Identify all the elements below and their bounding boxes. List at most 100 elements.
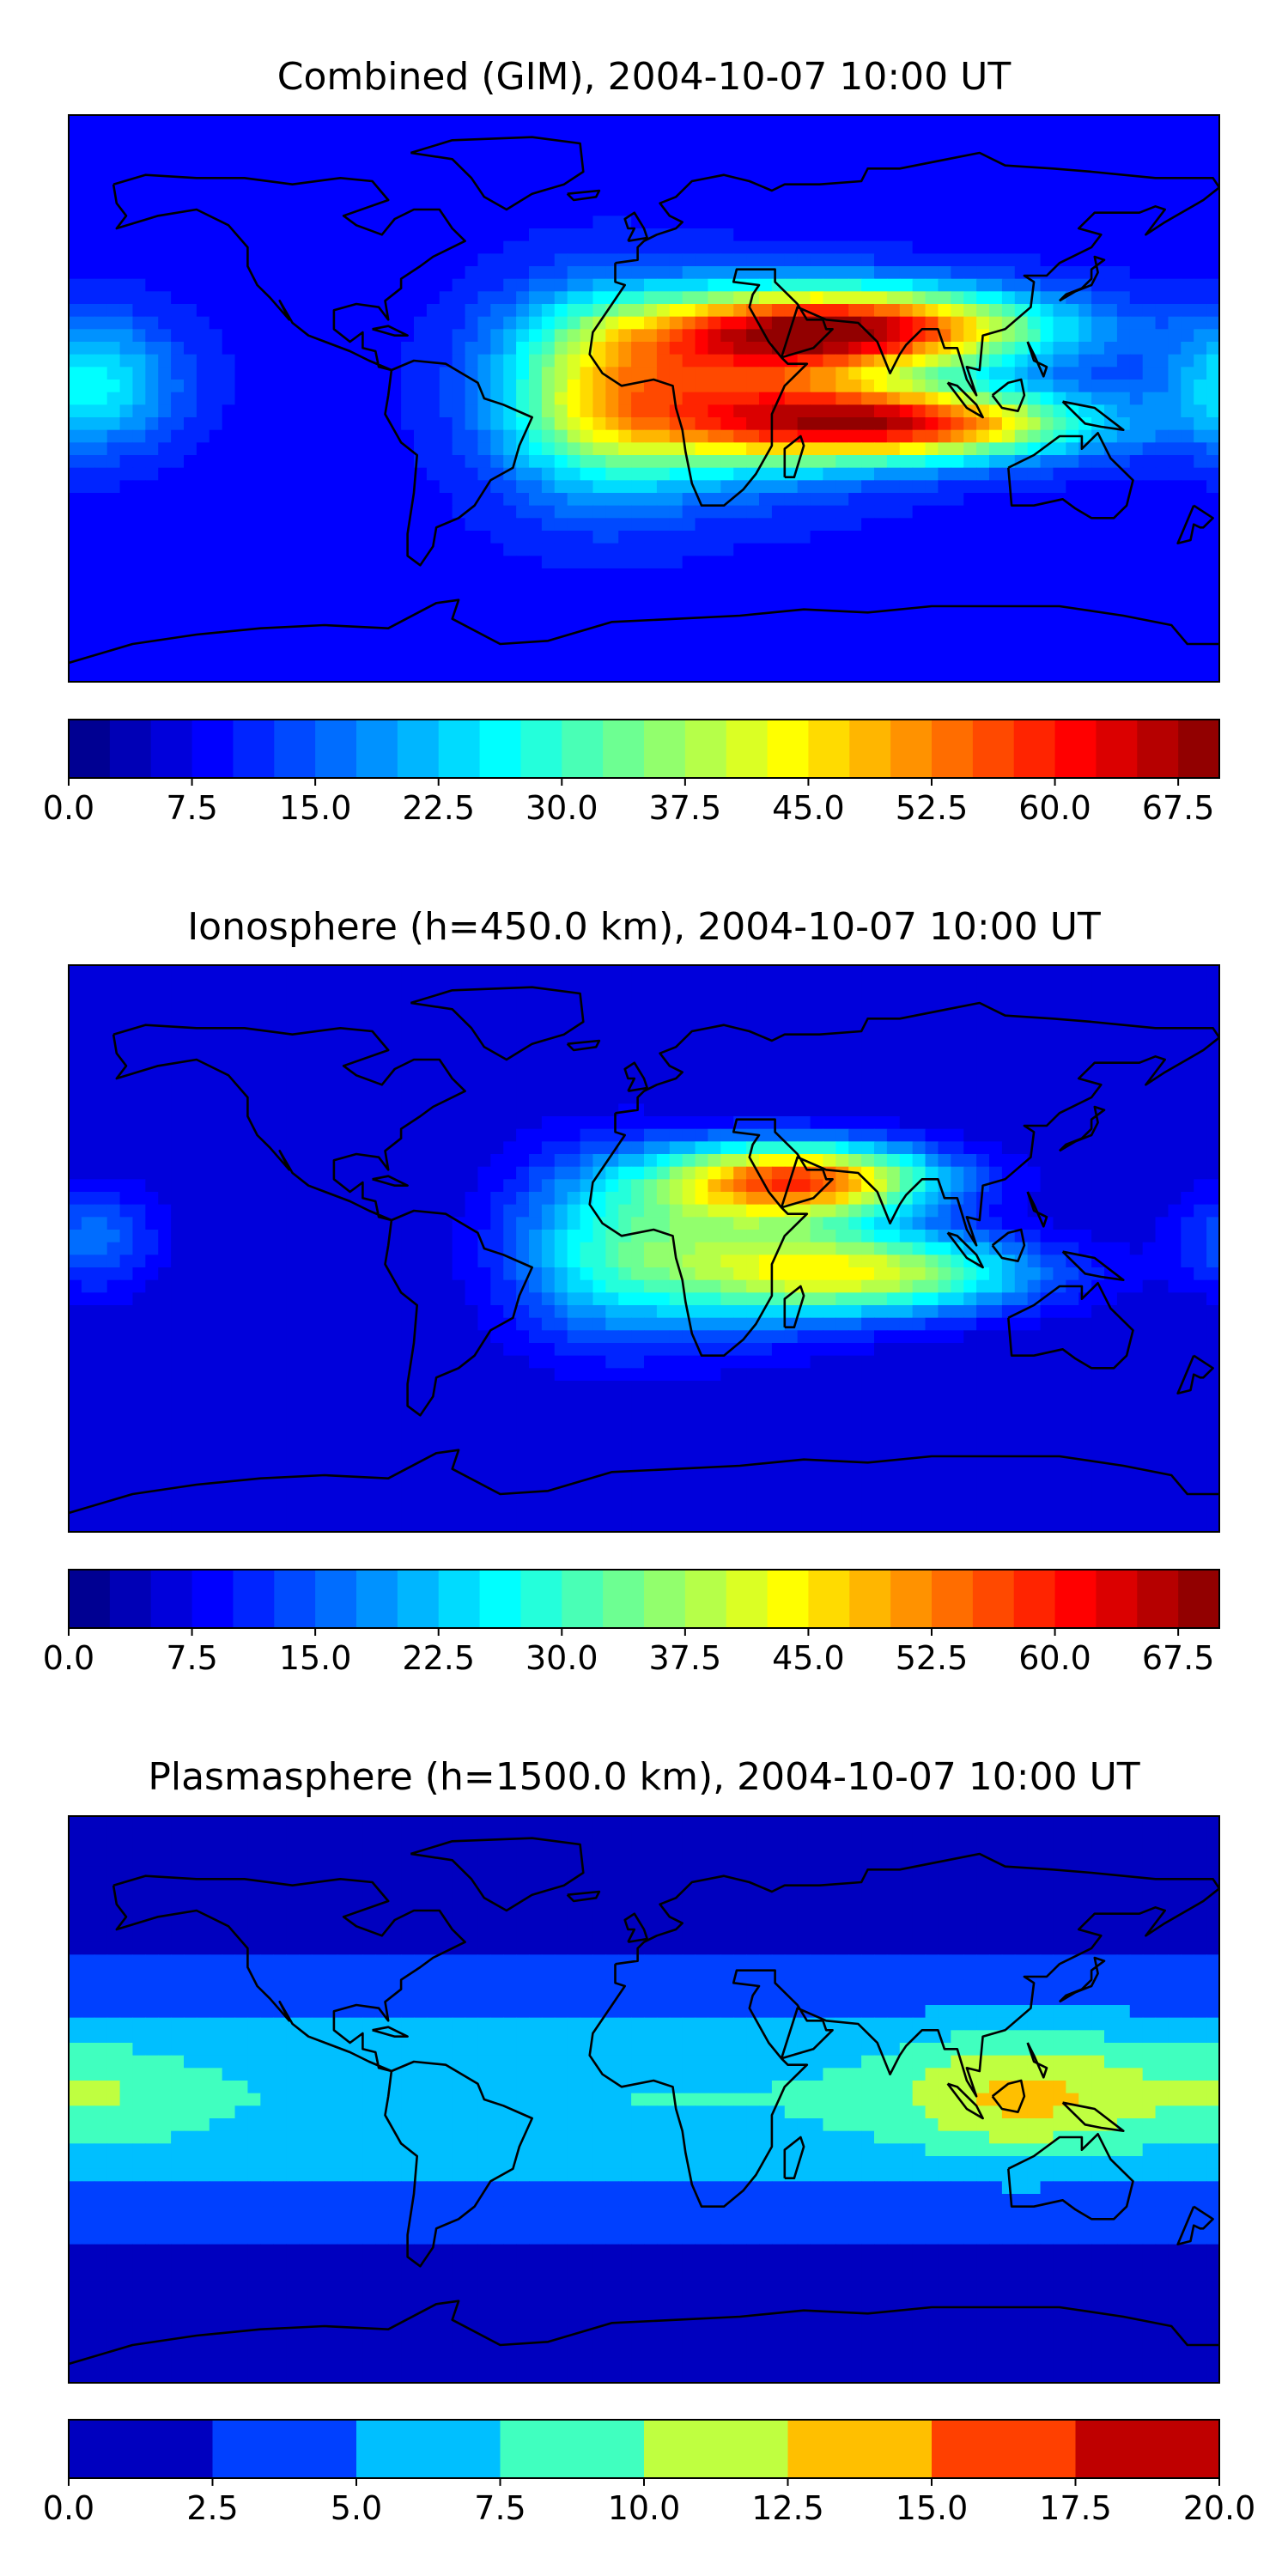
heatmap-cell [938, 455, 951, 469]
heatmap-cell [388, 1078, 402, 1092]
heatmap-cell [938, 1015, 951, 1029]
heatmap-cell [886, 367, 901, 380]
heatmap-cell [708, 127, 721, 141]
heatmap-cell [580, 240, 594, 254]
heatmap-cell [963, 266, 977, 280]
heatmap-cell [439, 392, 453, 405]
heatmap-cell [835, 1015, 849, 1029]
heatmap-cell [1027, 1003, 1042, 1017]
heatmap-cell [1066, 417, 1079, 431]
heatmap-cell [708, 178, 721, 191]
heatmap-cell [324, 392, 338, 405]
heatmap-cell [1181, 278, 1194, 292]
heatmap-cell [516, 618, 530, 632]
heatmap-cell [1078, 990, 1092, 1004]
heatmap-cell [337, 203, 351, 216]
heatmap-cell [592, 467, 606, 481]
heatmap-cell [989, 977, 1003, 991]
heatmap-cell [1053, 127, 1066, 141]
heatmap-cell [375, 480, 389, 494]
heatmap-cell [835, 417, 849, 431]
heatmap-cell [1066, 518, 1079, 532]
heatmap-cell [286, 266, 300, 280]
heatmap-cell [644, 342, 658, 355]
heatmap-cell [247, 965, 261, 979]
heatmap-cell [925, 291, 939, 305]
heatmap-cell [1155, 165, 1170, 179]
heatmap-cell [311, 1078, 325, 1092]
heatmap-cell [196, 429, 210, 443]
heatmap-cell [823, 367, 836, 380]
heatmap-cell [184, 1003, 197, 1017]
heatmap-cell [260, 228, 274, 242]
heatmap-cell [746, 228, 760, 242]
heatmap-cell [823, 442, 836, 456]
heatmap-cell [94, 417, 108, 431]
heatmap-cell [810, 1003, 824, 1017]
heatmap-cell [541, 329, 556, 343]
heatmap-cell [465, 580, 479, 594]
heatmap-cell [1116, 165, 1131, 179]
heatmap-cell [810, 216, 824, 229]
heatmap-cell [899, 342, 914, 355]
heatmap-cell [1078, 518, 1092, 532]
heatmap-cell [784, 556, 799, 569]
heatmap-cell [1014, 669, 1029, 682]
heatmap-cell [938, 404, 951, 418]
heatmap-cell [669, 178, 683, 191]
heatmap-cell [1194, 1015, 1207, 1029]
heatmap-cell [669, 304, 683, 318]
heatmap-cell [835, 380, 849, 393]
heatmap-cell [771, 518, 786, 532]
heatmap-cell [976, 1041, 990, 1054]
heatmap-cell [541, 153, 556, 167]
heatmap-cell [823, 1003, 836, 1017]
heatmap-cell [1129, 505, 1144, 519]
heatmap-cell [554, 304, 568, 318]
heatmap-cell [477, 153, 491, 167]
heatmap-cell [644, 656, 658, 670]
heatmap-cell [951, 291, 964, 305]
heatmap-cell [823, 329, 836, 343]
heatmap-cell [644, 127, 658, 141]
heatmap-cell [886, 493, 901, 507]
heatmap-cell [401, 429, 415, 443]
heatmap-cell [362, 531, 376, 544]
heatmap-cell [899, 1003, 914, 1017]
heatmap-cell [247, 593, 261, 607]
heatmap-cell [1104, 480, 1118, 494]
heatmap-cell [1142, 977, 1157, 991]
heatmap-cell [260, 240, 274, 254]
heatmap-cell [848, 669, 862, 682]
heatmap-cell [184, 304, 197, 318]
heatmap-cell [81, 543, 95, 556]
heatmap-cell [989, 618, 1003, 632]
heatmap-cell [554, 342, 568, 355]
heatmap-cell [299, 518, 313, 532]
heatmap-cell [260, 127, 274, 141]
heatmap-cell [362, 140, 376, 154]
heatmap-cell [695, 140, 709, 154]
heatmap-cell [912, 316, 927, 330]
heatmap-cell [1001, 543, 1016, 556]
heatmap-cell [592, 480, 606, 494]
heatmap-cell [976, 228, 990, 242]
heatmap-cell [656, 505, 671, 519]
heatmap-cell [541, 631, 556, 645]
heatmap-cell [1116, 455, 1131, 469]
heatmap-cell [234, 1015, 249, 1029]
heatmap-cell [874, 656, 888, 670]
heatmap-cell [784, 115, 799, 129]
heatmap-cell [784, 455, 799, 469]
heatmap-cell [682, 191, 696, 204]
heatmap-cell [69, 153, 82, 167]
heatmap-cell [592, 127, 606, 141]
colorbar-tick-label: 45.0 [772, 789, 845, 827]
heatmap-cell [592, 518, 606, 532]
heatmap-cell [439, 291, 453, 305]
heatmap-cell [976, 442, 990, 456]
heatmap-cell [311, 342, 325, 355]
heatmap-cell [605, 531, 619, 544]
heatmap-cell [938, 618, 951, 632]
heatmap-cell [1091, 417, 1105, 431]
